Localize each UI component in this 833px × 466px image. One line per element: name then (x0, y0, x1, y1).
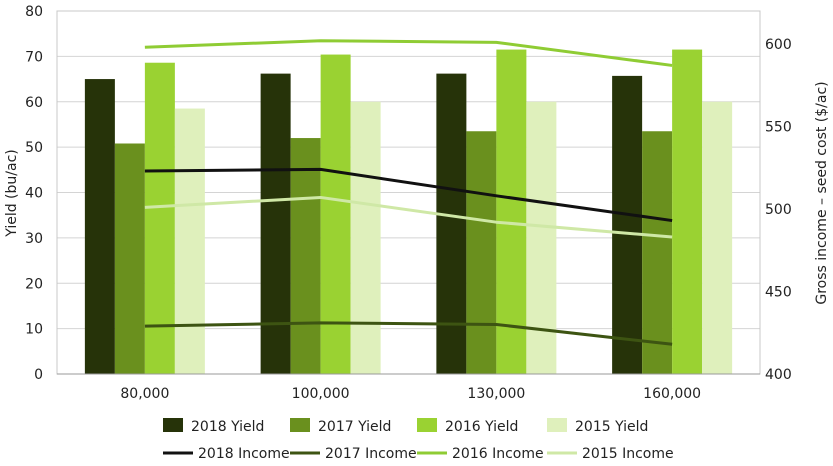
bar-2018-yield (436, 73, 467, 375)
legend-label-2018-income: 2018 Income (198, 446, 290, 462)
x-tick-label: 130,000 (467, 386, 525, 402)
line-2017-income (144, 321, 673, 346)
y-tick-label-left: 30 (25, 231, 43, 247)
bar-2017-yield (466, 131, 497, 374)
x-tick-label: 160,000 (643, 386, 701, 402)
bar-2015-yield (702, 101, 733, 374)
x-axis: 80,000 100,000 130,000 160,000 (120, 386, 701, 402)
legend-swatch-2016-yield (417, 418, 437, 432)
y-axis-left: 0 10 20 30 40 50 60 70 80 (25, 4, 43, 383)
bar-2015-yield (350, 101, 381, 374)
legend-label-2016-income: 2016 Income (452, 446, 544, 462)
legend: 2018 Yield 2017 Yield 2016 Yield 2015 Yield… (163, 418, 674, 462)
legend-label-2016-yield: 2016 Yield (445, 419, 518, 435)
y-axis-title-right: Gross income – seed cost ($/ac) (814, 81, 830, 304)
y-tick-label-right: 400 (765, 367, 792, 383)
y-tick-label-left: 50 (25, 140, 43, 156)
y-tick-label-right: 450 (765, 285, 792, 301)
bar-2018-yield (612, 75, 643, 374)
legend-label-2017-income: 2017 Income (325, 446, 417, 462)
bar-2018-yield (260, 73, 291, 375)
legend-swatch-2015-yield (547, 418, 567, 432)
legend-swatch-2017-yield (290, 418, 310, 432)
y-tick-label-right: 600 (765, 37, 792, 53)
lines (144, 39, 673, 346)
y-tick-label-left: 40 (25, 186, 43, 202)
y-tick-label-left: 20 (25, 276, 43, 292)
legend-label-2015-yield: 2015 Yield (575, 419, 648, 435)
bar-2016-yield (496, 49, 527, 374)
y-tick-label-left: 80 (25, 4, 43, 20)
bar-2016-yield (320, 54, 351, 375)
legend-swatch-2018-yield (163, 418, 183, 432)
bar-2017-yield (642, 131, 673, 374)
line-2018-income (144, 167, 673, 223)
y-axis-title-left: Yield (bu/ac) (4, 149, 20, 237)
bar-2015-yield (174, 108, 205, 375)
x-tick-label: 100,000 (292, 386, 350, 402)
bar-2016-yield (144, 62, 175, 374)
y-axis-right: 400 450 500 550 600 (765, 37, 792, 383)
y-tick-label-left: 10 (25, 322, 43, 338)
plot-frame (56, 10, 761, 375)
legend-label-2017-yield: 2017 Yield (318, 419, 391, 435)
line-2016-income (144, 39, 673, 67)
bar-2016-yield (672, 49, 703, 374)
y-tick-label-left: 70 (25, 49, 43, 65)
y-tick-label-right: 500 (765, 202, 792, 218)
y-tick-label-left: 60 (25, 95, 43, 111)
bar-2018-yield (84, 79, 115, 374)
bar-2017-yield (114, 143, 145, 374)
y-tick-label-right: 550 (765, 120, 792, 136)
legend-label-2015-income: 2015 Income (582, 446, 674, 462)
legend-label-2018-yield: 2018 Yield (191, 419, 264, 435)
x-tick-label: 80,000 (120, 386, 169, 402)
y-tick-label-left: 0 (34, 367, 43, 383)
bar-2017-yield (290, 138, 321, 374)
bar-2015-yield (526, 101, 557, 374)
line-2015-income (144, 195, 673, 239)
